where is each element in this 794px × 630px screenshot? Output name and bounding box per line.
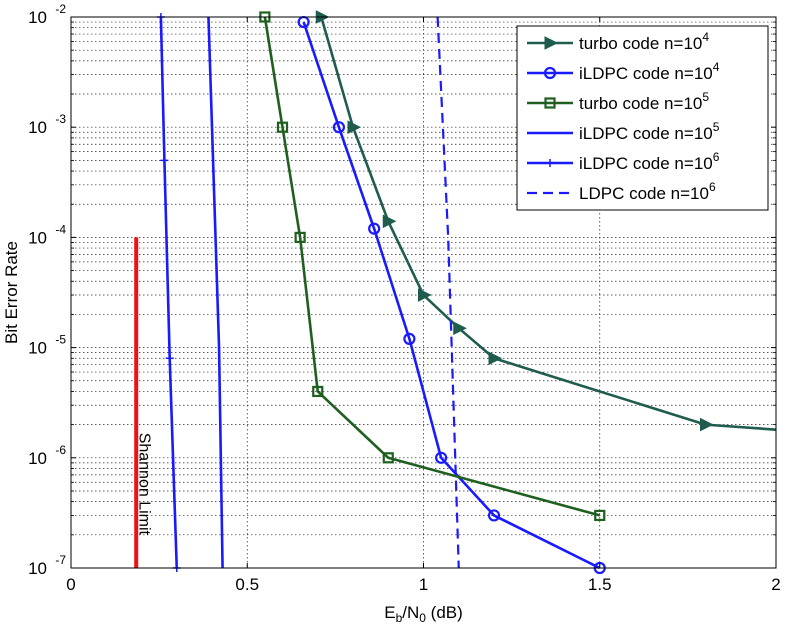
legend-entry-4: iLDPC code n=105: [527, 120, 720, 143]
data-point: [403, 332, 416, 345]
data-point: [594, 509, 606, 522]
data-point: [368, 222, 381, 235]
legend-label-base: turbo code n=10: [579, 94, 702, 113]
y-tick-label: 10: [28, 8, 47, 27]
data-point: [160, 156, 169, 165]
x-axis-label-mid: /N: [402, 603, 419, 622]
x-tick-label: 0.5: [235, 575, 259, 594]
series-line: [207, 16, 224, 569]
y-tick-exponent: -4: [55, 222, 66, 236]
data-point: [487, 509, 501, 522]
legend-label-base: LDPC code n=10: [579, 184, 709, 203]
grid: [71, 17, 776, 568]
series-group: [156, 10, 777, 575]
y-tick-exponent: -3: [55, 112, 66, 126]
legend-label-exponent: 4: [702, 30, 709, 44]
legend-label-exponent: 6: [709, 180, 716, 194]
x-axis-label-sub1: b: [396, 611, 403, 625]
x-axis-label: Eb/N0 (dB): [384, 603, 463, 625]
legend-entry-1: turbo code n=104: [527, 30, 709, 53]
data-point: [165, 354, 174, 363]
x-axis-label-sub2: 0: [419, 611, 426, 625]
legend-label-exponent: 6: [713, 150, 720, 164]
legend-swatch-marker: [543, 66, 557, 80]
legend-label: LDPC code n=106: [579, 180, 716, 203]
legend-label-exponent: 5: [713, 120, 720, 134]
series-line: [159, 16, 179, 569]
legend-box: [516, 25, 769, 211]
legend-swatch-marker: [544, 36, 559, 50]
legend-label-base: turbo code n=10: [579, 34, 702, 53]
x-axis-label-tail: (dB): [426, 603, 463, 622]
legend-label-exponent: 4: [713, 60, 720, 74]
data-point: [435, 451, 448, 464]
legend-label-exponent: 5: [702, 90, 709, 104]
data-point: [453, 321, 467, 336]
y-tick-label: 10: [28, 449, 47, 468]
series-line: [436, 16, 460, 569]
legend-swatch-marker: [546, 159, 554, 167]
legend-entry-3: turbo code n=105: [527, 90, 709, 113]
legend-entry-2: iLDPC code n=104: [527, 60, 720, 83]
series-2: [297, 15, 606, 575]
y-axis-label: Bit Error Rate: [2, 241, 21, 344]
y-tick-exponent: -2: [55, 2, 66, 16]
legend-label-base: iLDPC code n=10: [579, 64, 713, 83]
data-point: [312, 385, 324, 398]
y-tick-exponent: -5: [55, 333, 66, 347]
series-5: [156, 13, 181, 572]
legend-label: turbo code n=104: [579, 30, 709, 53]
legend-label-base: iLDPC code n=10: [579, 154, 713, 173]
data-point: [347, 120, 362, 135]
data-point: [332, 121, 345, 134]
x-tick-label: 1: [419, 575, 428, 594]
series-line: [263, 16, 601, 517]
legend-label: iLDPC code n=105: [579, 120, 720, 143]
data-point: [276, 121, 289, 133]
x-tick-label: 2: [771, 575, 780, 594]
x-tick-label: 1.5: [588, 575, 612, 594]
y-tick-label: 10: [28, 559, 47, 578]
series-6: [436, 16, 460, 569]
y-tick-label: 10: [28, 118, 47, 137]
annotations: Shannon Limit: [134, 237, 153, 568]
data-point: [488, 351, 503, 366]
y-tick-exponent: -7: [55, 553, 66, 567]
x-axis-label-main: E: [384, 603, 395, 622]
legend-entry-6: LDPC code n=106: [527, 180, 716, 203]
y-tick-exponent: -6: [55, 443, 66, 457]
legend-swatch-marker: [544, 97, 556, 109]
legend-label: iLDPC code n=104: [579, 60, 720, 83]
y-tick-label: 10: [28, 339, 47, 358]
series-4: [207, 16, 224, 569]
y-tick-label: 10: [28, 228, 47, 247]
legend-label: iLDPC code n=106: [579, 150, 720, 173]
data-point: [700, 417, 714, 432]
legend-label-base: iLDPC code n=10: [579, 124, 713, 143]
axis-ticks: 0 0.5 1 1.5 2 10 -7 10 -6 10 -5 10 -4 10 -3 10 -2: [28, 2, 781, 594]
series-line: [320, 16, 777, 431]
data-point: [382, 452, 394, 464]
x-tick-label: 0: [66, 575, 75, 594]
legend-label: turbo code n=105: [579, 90, 709, 113]
data-point: [418, 288, 432, 302]
data-point: [382, 214, 397, 229]
data-point: [294, 231, 306, 243]
legend-entry-5: iLDPC code n=106: [527, 150, 720, 173]
shannon-limit-label: Shannon Limit: [136, 433, 153, 536]
series-line: [302, 21, 601, 570]
